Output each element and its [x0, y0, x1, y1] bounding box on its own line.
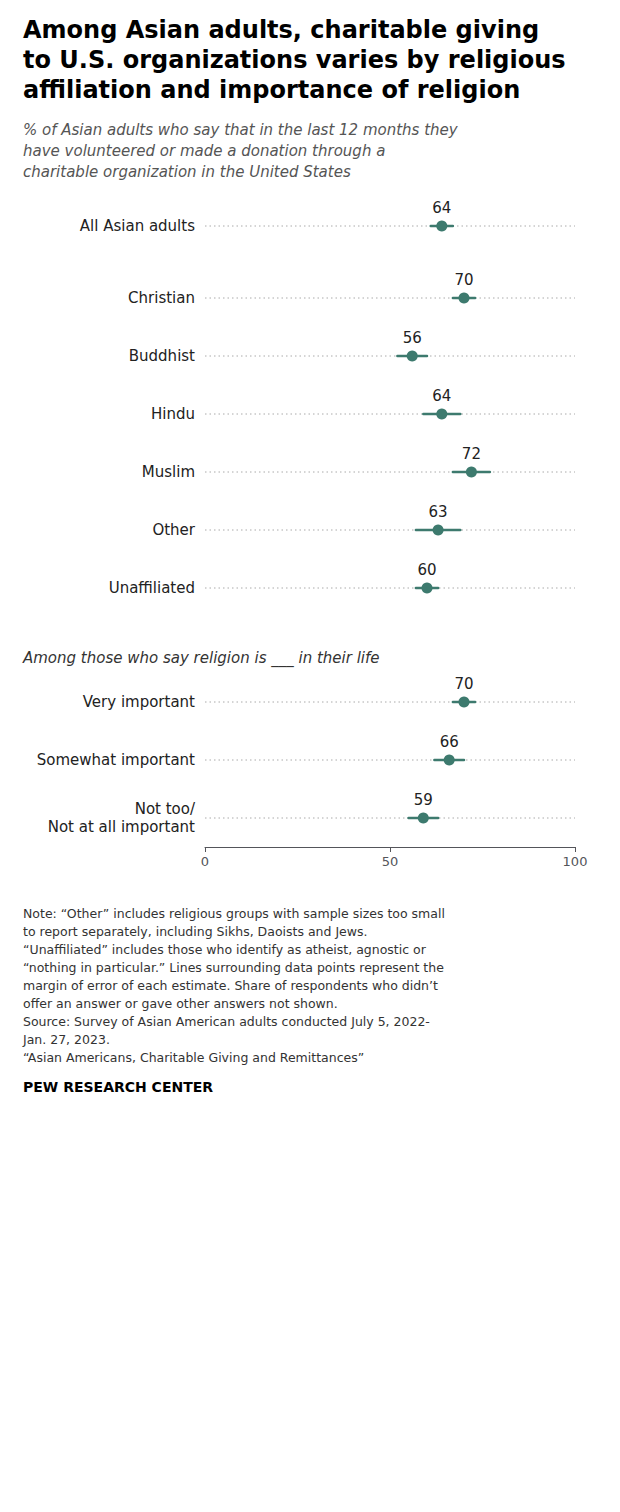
svg-text:Buddhist: Buddhist	[129, 347, 195, 365]
svg-text:Source: Survey of Asian Americ: Source: Survey of Asian American adults …	[23, 1014, 430, 1029]
svg-text:60: 60	[417, 561, 436, 579]
svg-text:“Asian Americans, Charitable G: “Asian Americans, Charitable Giving and …	[23, 1050, 364, 1065]
svg-text:“Unaffiliated” includes those: “Unaffiliated” includes those who identi…	[23, 942, 427, 957]
svg-text:PEW RESEARCH CENTER: PEW RESEARCH CENTER	[23, 1079, 213, 1095]
svg-text:Hindu: Hindu	[151, 405, 195, 423]
svg-text:Christian: Christian	[128, 289, 195, 307]
svg-text:to report separately, includin: to report separately, including Sikhs, D…	[23, 924, 368, 939]
svg-text:100: 100	[563, 854, 588, 869]
svg-text:70: 70	[454, 675, 473, 693]
svg-text:offer an answer or gave other: offer an answer or gave other answers no…	[23, 996, 338, 1011]
svg-text:% of Asian adults who say that: % of Asian adults who say that in the la…	[23, 121, 459, 139]
svg-text:Somewhat important: Somewhat important	[37, 751, 195, 769]
svg-text:Other: Other	[152, 521, 195, 539]
svg-text:margin of error of each estima: margin of error of each estimate. Share …	[23, 978, 438, 993]
svg-text:Jan. 27, 2023.: Jan. 27, 2023.	[22, 1032, 110, 1047]
svg-text:72: 72	[462, 445, 481, 463]
svg-text:50: 50	[382, 854, 399, 869]
svg-text:64: 64	[432, 199, 451, 217]
svg-text:All Asian adults: All Asian adults	[80, 217, 195, 235]
svg-text:Among Asian adults, charitable: Among Asian adults, charitable giving	[23, 16, 539, 44]
svg-text:Very important: Very important	[83, 693, 195, 711]
svg-text:64: 64	[432, 387, 451, 405]
svg-text:affiliation and importance of: affiliation and importance of religion	[23, 76, 520, 104]
svg-text:Note: “Other” includes religio: Note: “Other” includes religious groups …	[23, 906, 445, 921]
svg-text:Muslim: Muslim	[142, 463, 195, 481]
svg-text:0: 0	[201, 854, 209, 869]
svg-text:Among those who say religion i: Among those who say religion is ___ in t…	[22, 649, 380, 668]
svg-text:66: 66	[440, 733, 459, 751]
svg-text:Not at all important: Not at all important	[48, 818, 195, 836]
svg-text:56: 56	[403, 329, 422, 347]
svg-text:have volunteered or made a don: have volunteered or made a donation thro…	[23, 142, 385, 160]
svg-text:Not too/: Not too/	[135, 800, 196, 818]
svg-text:70: 70	[454, 271, 473, 289]
svg-text:63: 63	[429, 503, 448, 521]
svg-text:Unaffiliated: Unaffiliated	[109, 579, 195, 597]
svg-text:charitable organization in the: charitable organization in the United St…	[23, 163, 351, 181]
svg-text:59: 59	[414, 791, 433, 809]
svg-text:“nothing in particular.” Lines: “nothing in particular.” Lines surroundi…	[23, 960, 444, 975]
svg-text:to U.S. organizations varies b: to U.S. organizations varies by religiou…	[23, 46, 566, 74]
